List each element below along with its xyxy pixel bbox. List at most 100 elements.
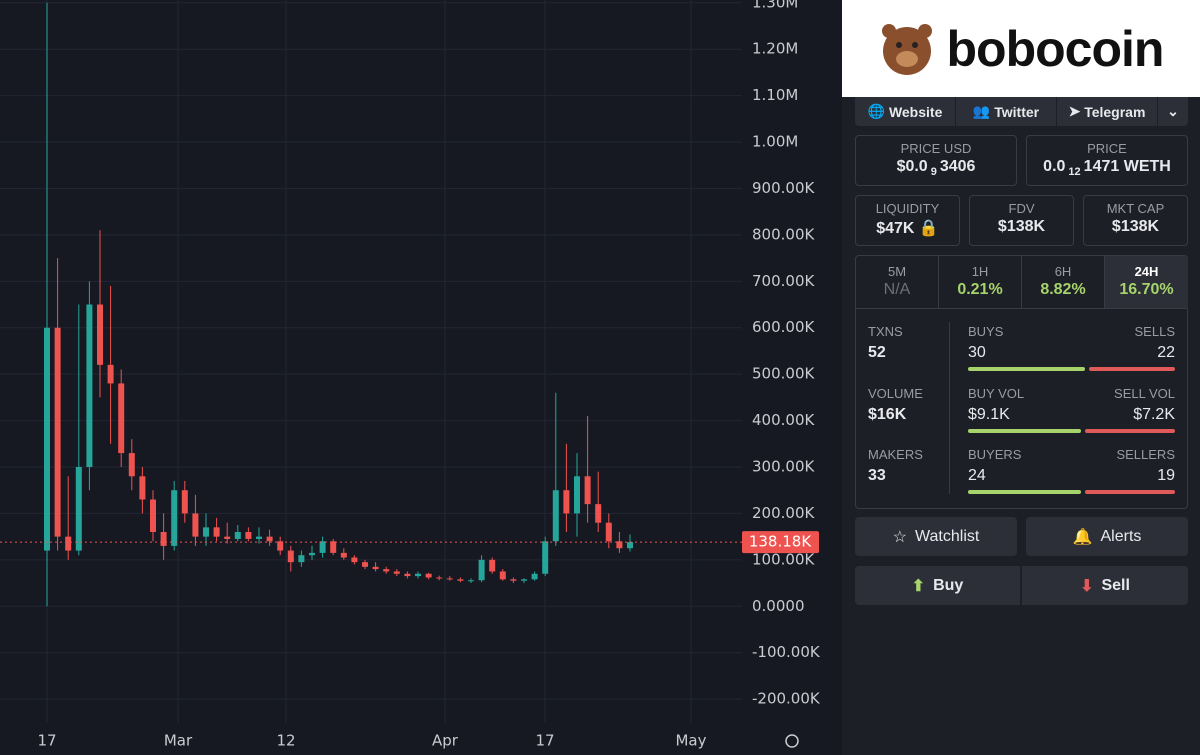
label: MKT CAP — [1106, 201, 1165, 216]
timeframe-tab[interactable]: 6H 8.82% — [1022, 256, 1105, 309]
y-tick-label: 200.00K — [752, 504, 815, 522]
settings-icon[interactable] — [785, 734, 799, 748]
value: 19 — [1157, 467, 1175, 484]
candle-body — [192, 513, 199, 537]
label: SELL VOL — [1114, 386, 1175, 401]
label: MAKERS — [868, 447, 923, 462]
y-tick-label: 1.00M — [752, 133, 798, 151]
digits: 3406 — [939, 158, 976, 175]
value: $9.1K — [968, 406, 1010, 423]
y-tick-label: 400.00K — [752, 411, 815, 429]
candle-body — [54, 327, 61, 537]
timeframe-tab[interactable]: 5M N/A — [856, 256, 939, 309]
y-tick-label: 500.00K — [752, 365, 815, 383]
y-tick-label: 1.10M — [752, 86, 798, 104]
candle-body — [616, 541, 623, 549]
y-tick-label: 900.00K — [752, 179, 815, 197]
value: $138K — [1111, 218, 1160, 235]
candle-body — [478, 559, 485, 581]
candle-body — [245, 531, 252, 539]
buy-button[interactable]: ⬆ Buy — [855, 566, 1020, 605]
timeframe-tab[interactable]: 1H 0.21% — [939, 256, 1022, 309]
token-panel: bobocoin 🌐 Website 👥 Twitter ➤ Telegram … — [842, 0, 1200, 755]
value: $47K — [876, 220, 915, 237]
candle-body — [118, 383, 125, 454]
label: BUY VOL — [968, 386, 1025, 401]
candle-body — [552, 490, 559, 542]
candle-body — [404, 573, 411, 577]
stats: TXNS 52 VOLUME $16K MAKERS 33 BUYS SELLS… — [855, 255, 1188, 509]
value: 33 — [868, 467, 886, 484]
zeros: 12 — [1068, 166, 1081, 179]
x-tick-label: May — [675, 732, 706, 750]
candle-body — [150, 499, 156, 532]
liquidity: LIQUIDITY $47K 🔒 — [855, 195, 960, 246]
candle-body — [128, 453, 135, 477]
link-text: Website — [888, 103, 943, 120]
divider — [949, 322, 950, 494]
y-tick-label: 700.00K — [752, 272, 815, 290]
buy-bar — [968, 490, 1082, 494]
candle-body — [266, 536, 273, 542]
label: 24H — [1134, 264, 1159, 279]
candle-body — [415, 573, 421, 577]
value: N/A — [883, 281, 911, 298]
x-tick-label: 17 — [535, 732, 554, 750]
candle-body — [425, 573, 432, 578]
candle-body — [393, 571, 400, 574]
candle-body — [362, 562, 368, 567]
header: bobocoin — [842, 0, 1200, 97]
y-tick-label: 600.00K — [752, 318, 815, 336]
candle-body — [309, 552, 315, 556]
alerts-button[interactable]: 🔔 Alerts — [1026, 517, 1188, 556]
expand[interactable]: ⌄ — [1167, 103, 1179, 119]
candle-body — [436, 577, 443, 579]
label: LIQUIDITY — [875, 201, 940, 216]
candle-body — [203, 527, 209, 537]
candle-body — [319, 541, 326, 553]
buy-bar — [968, 367, 1086, 371]
last-price-badge — [742, 531, 819, 554]
lock-icon: 🔒 — [918, 220, 939, 237]
label: SELLERS — [1116, 447, 1175, 462]
logo — [881, 23, 932, 75]
x-tick-label: Apr — [432, 732, 459, 750]
candle-body — [330, 541, 337, 553]
value: $7.2K — [1133, 406, 1175, 423]
link[interactable]: 👥 Twitter — [956, 97, 1057, 126]
buy-vol-bar — [968, 429, 1081, 433]
last-price-label: 138.18K — [749, 533, 812, 551]
fdv: FDV $138K — [969, 195, 1074, 246]
value: 0.0 12 1471 WETH — [1027, 158, 1187, 178]
label: VOLUME — [868, 386, 923, 401]
candle-body — [605, 522, 612, 542]
value: 22 — [1157, 344, 1175, 361]
candle-body — [277, 541, 284, 551]
candle-body — [75, 467, 82, 551]
link[interactable]: 🌐 Website — [855, 97, 956, 126]
sell-button[interactable]: ⬇ Sell — [1022, 566, 1188, 605]
candle-body — [457, 579, 464, 581]
candle-body — [139, 476, 146, 500]
candle-body — [340, 552, 347, 558]
candle-body — [65, 536, 72, 551]
value: $138K — [997, 218, 1046, 235]
links: 🌐 Website 👥 Twitter ➤ Telegram ⌄ — [855, 97, 1188, 126]
candle-body — [372, 566, 379, 570]
x-tick-label: Mar — [164, 732, 193, 750]
button-text: Buy — [933, 576, 964, 594]
value: 0.21% — [957, 281, 1003, 298]
link-text: Telegram — [1084, 103, 1146, 120]
link[interactable]: ➤ Telegram — [1057, 97, 1158, 126]
y-tick-label: 1.30M — [752, 0, 798, 11]
candle-body — [287, 550, 294, 563]
timeframe-tab[interactable]: 24H 16.70% — [1105, 256, 1188, 309]
candle-body — [531, 573, 538, 580]
candle-body — [521, 579, 527, 581]
button-text: Watchlist — [915, 527, 980, 545]
value: 16.70% — [1119, 281, 1174, 298]
value: $16K — [868, 406, 907, 423]
watchlist-button[interactable]: ☆ Watchlist — [855, 517, 1017, 556]
value: 30 — [968, 344, 986, 361]
